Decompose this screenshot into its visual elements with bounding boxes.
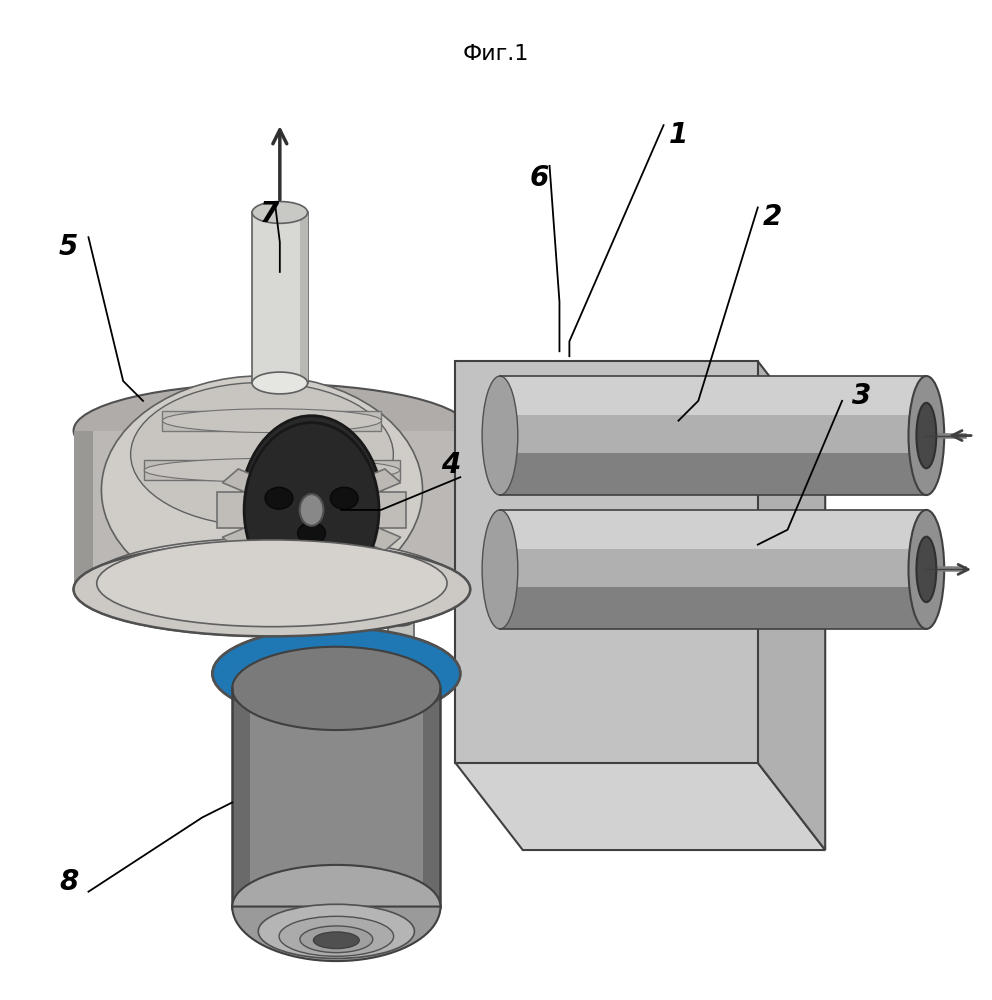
Polygon shape: [232, 688, 250, 907]
Polygon shape: [217, 492, 406, 528]
Polygon shape: [316, 596, 356, 632]
Ellipse shape: [259, 668, 285, 679]
Polygon shape: [144, 460, 400, 480]
Ellipse shape: [73, 383, 470, 478]
Ellipse shape: [313, 932, 359, 949]
Polygon shape: [500, 453, 927, 495]
Ellipse shape: [244, 423, 379, 597]
Ellipse shape: [388, 668, 414, 679]
Polygon shape: [500, 510, 927, 629]
Ellipse shape: [279, 916, 394, 956]
Text: Фиг.1: Фиг.1: [463, 44, 529, 64]
Ellipse shape: [144, 458, 400, 482]
Text: 8: 8: [59, 868, 78, 896]
Polygon shape: [758, 361, 825, 850]
Polygon shape: [320, 619, 352, 639]
Polygon shape: [455, 361, 758, 763]
Polygon shape: [222, 469, 401, 551]
Ellipse shape: [482, 376, 518, 495]
Polygon shape: [500, 376, 927, 415]
Ellipse shape: [909, 510, 944, 629]
Ellipse shape: [97, 540, 447, 627]
Polygon shape: [73, 431, 93, 589]
Ellipse shape: [131, 382, 394, 526]
Polygon shape: [423, 688, 440, 907]
Ellipse shape: [252, 202, 308, 223]
Polygon shape: [222, 469, 401, 551]
Ellipse shape: [330, 487, 358, 509]
Ellipse shape: [163, 409, 381, 433]
Ellipse shape: [232, 865, 440, 948]
Text: 1: 1: [669, 121, 688, 149]
Ellipse shape: [73, 542, 470, 636]
Ellipse shape: [258, 612, 286, 626]
Ellipse shape: [265, 487, 293, 509]
Ellipse shape: [232, 647, 440, 730]
Polygon shape: [163, 411, 381, 431]
Text: 3: 3: [852, 382, 872, 410]
Ellipse shape: [258, 904, 415, 958]
Text: 2: 2: [763, 203, 783, 231]
Ellipse shape: [909, 376, 944, 495]
Text: 7: 7: [260, 200, 280, 228]
Polygon shape: [232, 907, 440, 961]
Text: 5: 5: [59, 233, 78, 261]
Ellipse shape: [917, 537, 936, 602]
Polygon shape: [259, 619, 285, 674]
Ellipse shape: [482, 510, 518, 629]
Ellipse shape: [212, 628, 460, 719]
Ellipse shape: [101, 376, 423, 604]
Polygon shape: [252, 212, 308, 383]
Polygon shape: [388, 619, 414, 674]
Ellipse shape: [252, 372, 308, 394]
Polygon shape: [500, 587, 927, 629]
Polygon shape: [300, 212, 308, 383]
Ellipse shape: [917, 403, 936, 468]
Text: 6: 6: [530, 164, 550, 192]
Ellipse shape: [240, 416, 383, 604]
Polygon shape: [73, 431, 470, 589]
Polygon shape: [232, 688, 440, 907]
Ellipse shape: [73, 542, 470, 636]
Polygon shape: [455, 763, 825, 850]
Ellipse shape: [89, 538, 454, 625]
Ellipse shape: [300, 494, 323, 526]
Ellipse shape: [212, 628, 460, 719]
Ellipse shape: [298, 522, 325, 544]
Polygon shape: [500, 510, 927, 549]
Ellipse shape: [300, 926, 373, 953]
Ellipse shape: [387, 612, 415, 626]
Text: 4: 4: [440, 451, 460, 479]
Polygon shape: [500, 376, 927, 495]
